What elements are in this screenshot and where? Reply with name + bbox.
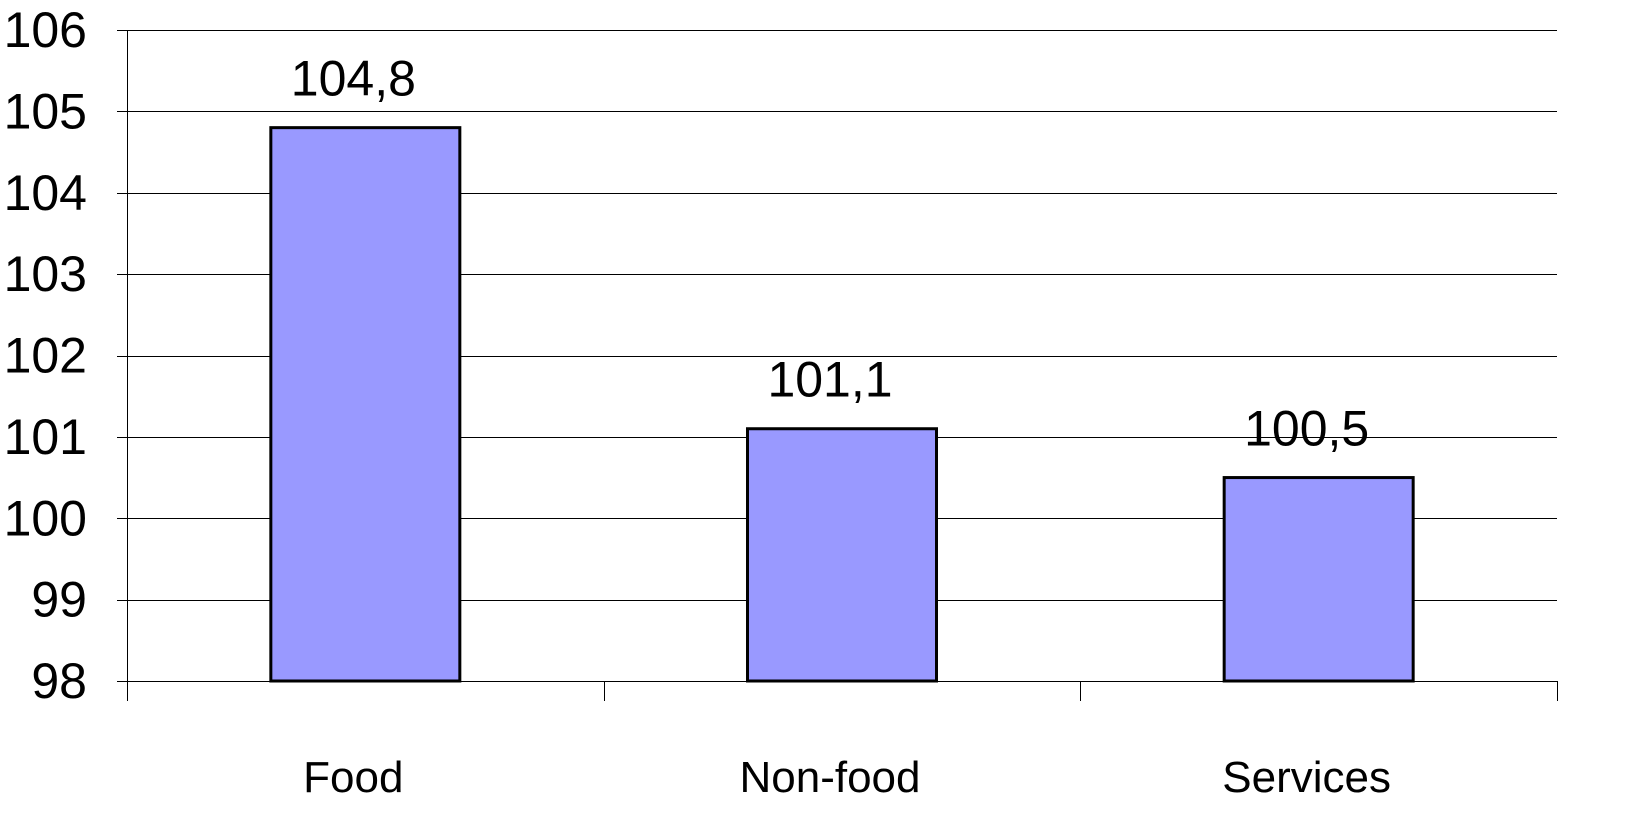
bar-food bbox=[269, 126, 462, 683]
y-tick-label: 102 bbox=[4, 328, 87, 384]
bar-non-food bbox=[746, 427, 938, 683]
data-label: 104,8 bbox=[291, 51, 416, 107]
x-tick-label: Food bbox=[303, 753, 403, 802]
data-labels: 104,8 101,1 100,5 bbox=[291, 51, 1369, 457]
y-tick-label: 104 bbox=[4, 165, 87, 221]
y-tick-label: 100 bbox=[4, 490, 87, 546]
x-tick-label: Services bbox=[1222, 753, 1391, 802]
bar-services bbox=[1222, 476, 1415, 683]
y-tick-label: 101 bbox=[4, 409, 87, 465]
y-tick-label: 106 bbox=[4, 2, 87, 58]
y-tick-label: 99 bbox=[31, 572, 87, 628]
y-axis-ticks: 98 99 100 101 102 103 104 105 106 bbox=[4, 2, 87, 709]
x-axis-labels: Food Non-food Services bbox=[303, 753, 1391, 802]
bars bbox=[269, 126, 1415, 683]
data-label: 100,5 bbox=[1244, 401, 1369, 457]
y-tick-label: 98 bbox=[31, 653, 87, 709]
y-tick-label: 103 bbox=[4, 246, 87, 302]
data-label: 101,1 bbox=[767, 352, 892, 408]
x-tick-label: Non-food bbox=[739, 753, 920, 802]
y-tick-label: 105 bbox=[4, 83, 87, 139]
